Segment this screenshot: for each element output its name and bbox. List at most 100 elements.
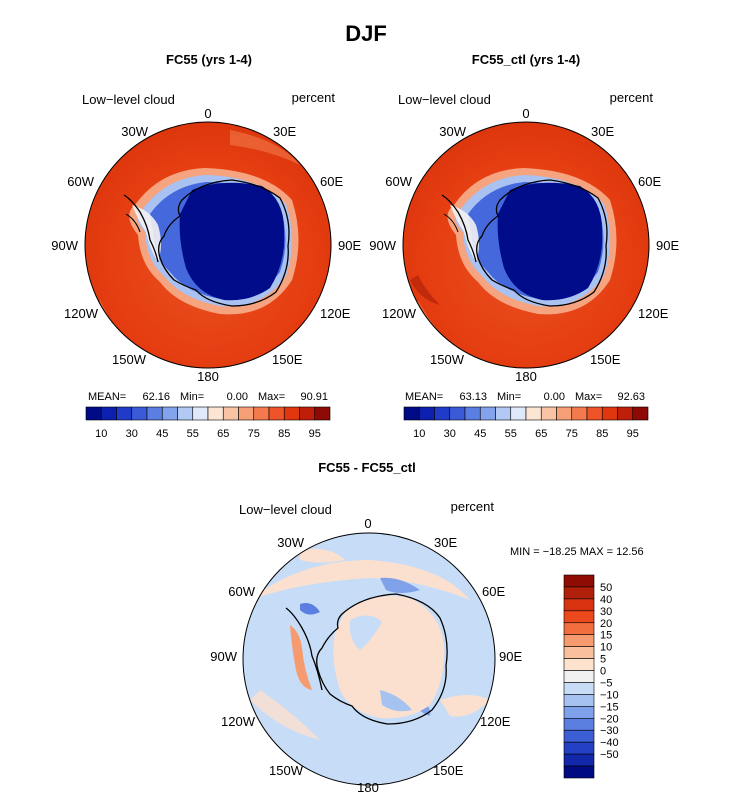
colorbar-tick-label: 75	[566, 428, 578, 440]
colorbar-swatch	[268, 406, 285, 421]
svg-text:90E: 90E	[338, 238, 361, 253]
colorbar-swatch	[632, 406, 649, 421]
polar-map	[85, 122, 331, 368]
svg-text:90.91: 90.91	[300, 391, 328, 403]
variable-label: Low−level cloud	[239, 502, 332, 517]
colorbar-swatch	[563, 729, 595, 743]
longitude-labels: 0 30E 60E 90E 120E 150E 180 150W 120W 90…	[210, 516, 522, 795]
svg-text:30E: 30E	[591, 124, 614, 139]
colorbar-swatch	[222, 406, 239, 421]
svg-text:150E: 150E	[433, 763, 464, 778]
svg-text:30W: 30W	[121, 124, 148, 139]
svg-text:63.13: 63.13	[459, 391, 487, 403]
colorbar-tick-label: 30	[444, 428, 456, 440]
polar-map	[403, 122, 649, 368]
svg-text:150E: 150E	[590, 352, 621, 367]
svg-text:60W: 60W	[385, 174, 412, 189]
colorbar-swatch	[563, 658, 595, 671]
svg-text:120E: 120E	[320, 306, 351, 321]
svg-text:180: 180	[515, 369, 537, 384]
colorbar-tick-label: 95	[309, 428, 321, 440]
svg-text:Min=: Min=	[497, 391, 521, 403]
colorbar-swatch	[563, 634, 595, 647]
colorbar-tick-label: 45	[156, 428, 168, 440]
colorbar-swatch	[563, 694, 595, 707]
colorbar-swatch	[479, 406, 496, 421]
colorbar-swatch	[207, 406, 224, 421]
colorbar-swatch	[85, 406, 102, 421]
svg-text:Max=: Max=	[575, 391, 602, 403]
colorbar-tick-label: 30	[126, 428, 138, 440]
colorbar-swatch	[418, 406, 435, 421]
colorbar-tick-label: 75	[248, 428, 260, 440]
colorbar-swatch	[314, 406, 331, 421]
colorbar-tick-label: 95	[627, 428, 639, 440]
svg-text:90E: 90E	[656, 238, 679, 253]
svg-text:MEAN=: MEAN=	[88, 391, 126, 403]
colorbar-tick-label: −10	[600, 689, 619, 701]
svg-text:120W: 120W	[221, 714, 256, 729]
longitude-labels: 0 30E 60E 90E 120E 150E 180 150W 120W 90…	[369, 106, 679, 384]
svg-text:0: 0	[204, 106, 211, 121]
panel-title: FC55 (yrs 1-4)	[166, 52, 252, 67]
svg-text:90W: 90W	[210, 649, 237, 664]
colorbar-swatch	[617, 406, 634, 421]
colorbar-swatch	[510, 406, 527, 421]
colorbar-tick-label: 15	[600, 630, 612, 642]
colorbar-tick-label: 40	[600, 594, 612, 606]
svg-text:MEAN=: MEAN=	[405, 391, 443, 403]
colorbar-tick-label: 50	[600, 582, 612, 594]
svg-text:Max=: Max=	[258, 391, 285, 403]
colorbar-swatch	[495, 406, 512, 421]
svg-text:180: 180	[357, 780, 379, 795]
colorbar-tick-label: 30	[600, 606, 612, 618]
longitude-labels: 0 30E 60E 90E 120E 150E 180 150W 120W 90…	[51, 106, 361, 384]
colorbar-swatch	[253, 406, 270, 421]
svg-text:0: 0	[522, 106, 529, 121]
colorbar-tick-label: −40	[600, 737, 619, 749]
panel-fc55: FC55 (yrs 1-4) Low−level cloud percent 0…	[51, 52, 361, 440]
panel-title: FC55 - FC55_ctl	[318, 460, 416, 475]
panel-fc55-ctl: FC55_ctl (yrs 1-4) Low−level cloud perce…	[369, 52, 679, 440]
svg-text:90W: 90W	[369, 238, 396, 253]
svg-text:120W: 120W	[382, 306, 417, 321]
colorbar-tick-label: 85	[596, 428, 608, 440]
colorbar-tick-label: 0	[600, 666, 606, 678]
units-label: percent	[451, 499, 495, 514]
colorbar-swatch	[299, 406, 316, 421]
colorbar-swatch	[192, 406, 209, 421]
colorbar-tick-label: 5	[600, 654, 606, 666]
svg-text:150E: 150E	[272, 352, 303, 367]
colorbar-swatch	[434, 406, 451, 421]
colorbar-swatch	[131, 406, 148, 421]
colorbar-swatch	[563, 574, 595, 588]
colorbar-swatch	[563, 670, 595, 683]
svg-text:30W: 30W	[439, 124, 466, 139]
colorbar-swatch	[563, 682, 595, 695]
panel-title: FC55_ctl (yrs 1-4)	[472, 52, 580, 67]
polar-map	[243, 533, 495, 785]
colorbar-swatch	[563, 717, 595, 731]
colorbar-swatch	[563, 765, 595, 779]
colorbar-swatch	[571, 406, 588, 421]
panel-difference: FC55 - FC55_ctl Low−level cloud percent …	[210, 460, 643, 795]
units-label: percent	[292, 90, 336, 105]
colorbar-tick-label: 65	[217, 428, 229, 440]
colorbar-tick-label: 45	[474, 428, 486, 440]
colorbar-swatch	[563, 741, 595, 755]
svg-text:90W: 90W	[51, 238, 78, 253]
colorbar-swatch	[403, 406, 420, 421]
colorbar-tick-label: −30	[600, 725, 619, 737]
page-title: DJF	[345, 21, 387, 46]
colorbar-swatch	[563, 622, 595, 636]
colorbar-tick-label: −20	[600, 713, 619, 725]
min-max-label: MIN = −18.25 MAX = 12.56	[510, 546, 644, 558]
svg-text:120E: 120E	[480, 714, 511, 729]
svg-text:150W: 150W	[269, 763, 304, 778]
svg-text:60W: 60W	[228, 584, 255, 599]
colorbar-tick-label: 55	[505, 428, 517, 440]
svg-text:92.63: 92.63	[617, 391, 645, 403]
svg-text:0: 0	[364, 516, 371, 531]
